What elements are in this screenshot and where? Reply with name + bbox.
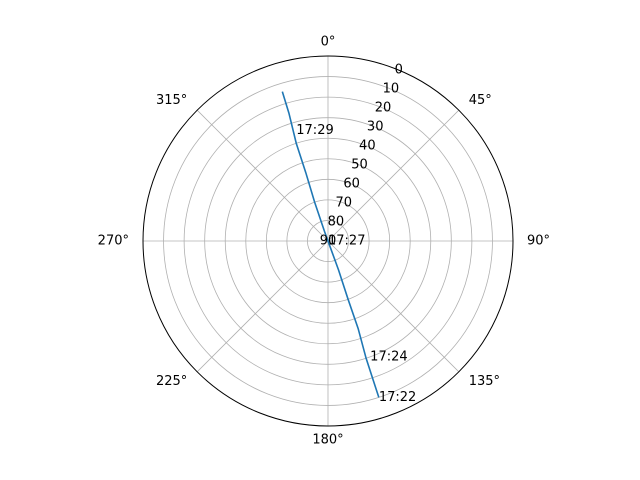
theta-tick-label: 45° bbox=[469, 93, 492, 108]
grid-layer bbox=[143, 56, 513, 426]
theta-tick-labels: 0° 45° 90° 135° 180° 225° 270° 315° bbox=[98, 35, 550, 448]
series-layer bbox=[281, 91, 380, 398]
r-tick-label: 10 bbox=[383, 82, 400, 97]
grid-spoke-135 bbox=[327, 240, 460, 373]
r-tick-label: 80 bbox=[328, 215, 345, 230]
r-tick-label: 50 bbox=[351, 158, 368, 173]
r-tick-label: 20 bbox=[375, 101, 392, 116]
time-annotation: 17:29 bbox=[296, 123, 333, 138]
polar-frame bbox=[142, 55, 514, 427]
time-annotation: 17:22 bbox=[379, 390, 416, 405]
annotation-layer: 17:22 17:24 17:27 17:29 bbox=[296, 123, 416, 405]
r-tick-label: 40 bbox=[359, 139, 376, 154]
r-tick-label: 70 bbox=[335, 196, 352, 211]
r-tick-label: 90 bbox=[320, 234, 337, 249]
theta-tick-label: 0° bbox=[321, 35, 336, 50]
theta-tick-label: 225° bbox=[156, 374, 187, 389]
theta-tick-label: 315° bbox=[156, 93, 187, 108]
grid-spoke-45 bbox=[327, 109, 460, 242]
theta-tick-label: 90° bbox=[527, 234, 550, 249]
time-annotation: 17:24 bbox=[370, 349, 407, 364]
theta-tick-label: 270° bbox=[98, 234, 129, 249]
time-annotation: 17:27 bbox=[328, 234, 365, 249]
r-tick-label: 30 bbox=[367, 120, 384, 135]
r-tick-label: 60 bbox=[343, 177, 360, 192]
theta-tick-label: 135° bbox=[469, 374, 500, 389]
grid-spoke-225 bbox=[196, 240, 329, 373]
series-line-0 bbox=[281, 91, 380, 398]
grid-spoke-315 bbox=[196, 109, 329, 242]
r-tick-labels: 0 10 20 30 40 50 60 70 80 90 bbox=[320, 63, 403, 249]
r-tick-label: 0 bbox=[395, 63, 403, 78]
theta-tick-label: 180° bbox=[312, 433, 343, 448]
